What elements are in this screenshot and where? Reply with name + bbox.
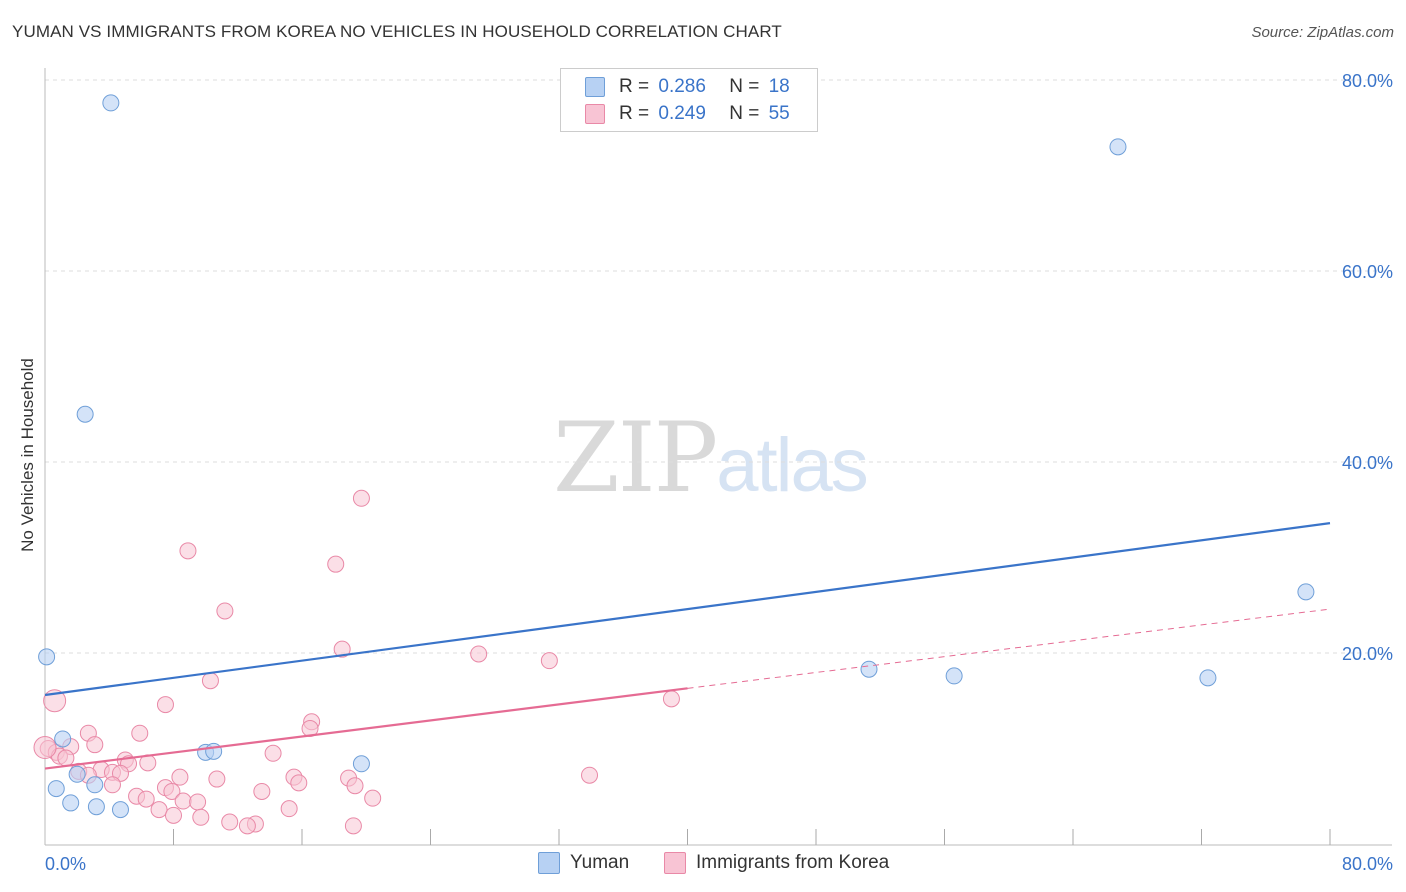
bottom-legend-swatch-yuman	[538, 852, 560, 874]
point-korea	[216, 602, 234, 620]
point-korea	[174, 792, 192, 810]
point-korea	[352, 489, 370, 507]
point-korea	[344, 817, 362, 835]
watermark-zip: ZIP	[553, 402, 718, 514]
point-yuman	[87, 798, 105, 816]
legend-n-label: N =	[729, 76, 760, 97]
point-korea	[201, 672, 219, 690]
source-label: Source: ZipAtlas.com	[1251, 24, 1394, 41]
point-korea	[221, 813, 239, 831]
point-korea	[156, 696, 174, 714]
bottom-legend-swatch-korea	[664, 852, 686, 874]
point-yuman	[1199, 669, 1217, 687]
point-korea	[540, 652, 558, 670]
point-korea	[208, 770, 226, 788]
legend-n-label: N =	[729, 103, 760, 124]
point-yuman	[47, 780, 65, 798]
trendline-yuman	[44, 522, 1331, 697]
point-korea	[581, 766, 599, 784]
point-korea	[662, 690, 680, 708]
x-tick-label: 0.0%	[45, 854, 86, 874]
point-korea	[163, 782, 181, 800]
legend-swatch-korea	[585, 104, 605, 124]
point-korea	[137, 790, 155, 808]
point-korea	[165, 806, 182, 824]
point-korea	[264, 744, 282, 762]
legend-r-label: R =	[619, 76, 650, 97]
legend-r-value-korea: 0.249	[658, 103, 706, 124]
y-tick-label: 20.0%	[1342, 644, 1393, 664]
point-korea	[238, 817, 256, 835]
legend: R = 0.286 N = 18 R = 0.249 N = 55	[560, 68, 818, 132]
point-korea	[171, 768, 189, 786]
point-yuman	[68, 765, 86, 783]
point-korea	[189, 793, 207, 811]
point-yuman	[54, 730, 72, 748]
bottom-legend-label-yuman: Yuman	[570, 852, 630, 873]
point-yuman	[1297, 583, 1315, 601]
point-yuman	[38, 648, 56, 666]
point-korea	[192, 808, 210, 826]
point-korea	[86, 736, 104, 754]
point-korea	[57, 749, 75, 767]
point-yuman	[352, 755, 370, 773]
watermark-atlas: atlas	[716, 423, 869, 508]
point-korea	[103, 776, 121, 794]
point-yuman	[860, 660, 878, 678]
trendline-korea-extension	[687, 608, 1331, 689]
y-tick-label: 80.0%	[1342, 71, 1393, 91]
point-yuman	[62, 794, 80, 812]
point-korea	[179, 542, 197, 560]
point-korea	[131, 724, 149, 742]
trendline-korea	[44, 687, 688, 770]
point-yuman	[111, 801, 129, 819]
x-tick-label: 80.0%	[1342, 854, 1393, 874]
point-korea	[327, 555, 345, 573]
point-korea	[470, 645, 488, 663]
point-yuman	[945, 667, 963, 685]
legend-n-value-korea: 55	[768, 103, 790, 124]
point-korea	[290, 774, 308, 792]
point-yuman	[1109, 138, 1127, 156]
y-tick-label: 60.0%	[1342, 262, 1393, 282]
point-yuman	[86, 776, 104, 794]
point-korea	[253, 782, 271, 800]
y-tick-label: 40.0%	[1342, 453, 1393, 473]
point-korea	[280, 800, 298, 818]
point-yuman	[102, 94, 120, 112]
legend-swatch-yuman	[585, 77, 605, 97]
point-korea	[150, 801, 168, 819]
legend-r-label: R =	[619, 103, 650, 124]
point-korea	[346, 777, 364, 795]
chart-title: YUMAN VS IMMIGRANTS FROM KOREA NO VEHICL…	[12, 22, 782, 41]
point-yuman	[76, 405, 94, 423]
watermark: ZIPatlas	[553, 402, 869, 514]
point-korea	[333, 640, 351, 658]
point-korea	[364, 789, 382, 807]
point-korea	[33, 736, 57, 760]
legend-r-value-yuman: 0.286	[658, 76, 706, 97]
legend-n-value-yuman: 18	[768, 76, 790, 97]
bottom-legend-label-korea: Immigrants from Korea	[696, 852, 890, 873]
